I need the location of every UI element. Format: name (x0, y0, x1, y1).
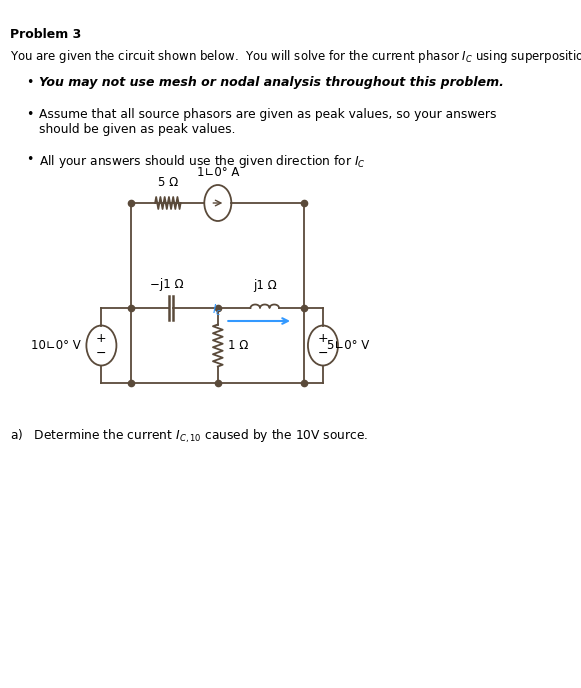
Text: 5∟0° V: 5∟0° V (327, 339, 369, 352)
Text: −: − (96, 347, 107, 360)
Text: j1 Ω: j1 Ω (253, 279, 277, 292)
Text: •: • (26, 108, 34, 121)
Text: $I_c$: $I_c$ (213, 303, 223, 318)
Text: 1 Ω: 1 Ω (228, 339, 248, 352)
Text: −j1 Ω: −j1 Ω (150, 278, 184, 291)
Text: 1∟0° A: 1∟0° A (196, 166, 239, 179)
Text: All your answers should use the given direction for $I_C$: All your answers should use the given di… (39, 153, 366, 170)
Text: You are given the circuit shown below.  You will solve for the current phasor $I: You are given the circuit shown below. Y… (10, 48, 581, 65)
Text: 10∟0° V: 10∟0° V (31, 339, 80, 352)
Text: +: + (318, 332, 328, 345)
Text: You may not use mesh or nodal analysis throughout this problem.: You may not use mesh or nodal analysis t… (39, 76, 504, 89)
Text: Assume that all source phasors are given as peak values, so your answers
should : Assume that all source phasors are given… (39, 108, 497, 136)
Text: +: + (96, 332, 107, 345)
Text: a)   Determine the current $I_{C,10}$ caused by the 10V source.: a) Determine the current $I_{C,10}$ caus… (10, 428, 368, 445)
Text: Problem 3: Problem 3 (10, 28, 81, 41)
Text: •: • (26, 76, 34, 89)
Text: 5 Ω: 5 Ω (158, 176, 178, 189)
Text: •: • (26, 153, 34, 166)
Text: −: − (318, 347, 328, 360)
